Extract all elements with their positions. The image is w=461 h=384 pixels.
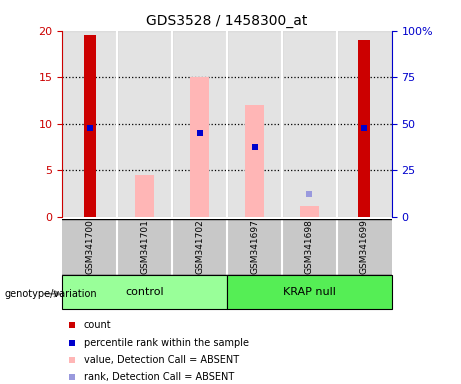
Point	[343, 2, 351, 8]
Point	[343, 160, 351, 166]
Point	[251, 144, 258, 150]
Text: GSM341702: GSM341702	[195, 219, 204, 274]
Title: GDS3528 / 1458300_at: GDS3528 / 1458300_at	[146, 14, 308, 28]
Point	[251, 144, 258, 150]
Text: GSM341700: GSM341700	[85, 219, 94, 274]
Bar	[358, 40, 371, 217]
Bar	[300, 206, 319, 217]
Bar	[83, 35, 96, 217]
Bar	[62, 31, 117, 217]
Text: genotype/variation: genotype/variation	[5, 289, 97, 299]
Text: percentile rank within the sample: percentile rank within the sample	[84, 338, 249, 348]
Bar	[227, 31, 282, 217]
Text: GSM341701: GSM341701	[140, 219, 149, 274]
Bar	[337, 31, 392, 217]
Text: value, Detection Call = ABSENT: value, Detection Call = ABSENT	[84, 355, 239, 365]
Point	[306, 190, 313, 197]
Point	[196, 130, 203, 136]
Text: KRAP null: KRAP null	[283, 287, 336, 297]
Text: GSM341698: GSM341698	[305, 219, 314, 274]
Text: rank, Detection Call = ABSENT: rank, Detection Call = ABSENT	[84, 372, 234, 382]
Point	[361, 126, 368, 132]
Text: GSM341699: GSM341699	[360, 219, 369, 274]
Bar	[245, 105, 264, 217]
Point	[86, 126, 94, 132]
Text: count: count	[84, 320, 112, 330]
Bar	[117, 31, 172, 217]
Point	[196, 130, 203, 136]
Bar	[227, 275, 392, 309]
Bar	[172, 31, 227, 217]
Point	[343, 319, 351, 325]
Bar	[62, 275, 227, 309]
Bar	[135, 175, 154, 217]
Bar	[190, 77, 209, 217]
Text: control: control	[125, 287, 164, 297]
Text: GSM341697: GSM341697	[250, 219, 259, 274]
Bar	[282, 31, 337, 217]
